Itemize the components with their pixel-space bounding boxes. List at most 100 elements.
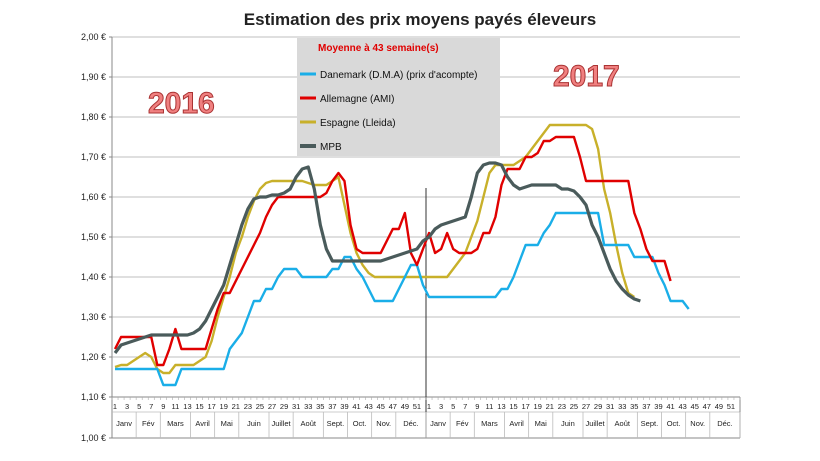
legend-items: Danemark (D.M.A) (prix d'acompte) Allemag… bbox=[300, 70, 478, 153]
month-label: Nov. bbox=[690, 419, 705, 428]
x-tick-label: 39 bbox=[654, 402, 662, 411]
x-tick-label: 47 bbox=[703, 402, 711, 411]
x-tick-label: 1 bbox=[427, 402, 431, 411]
month-label: Juillet bbox=[585, 419, 605, 428]
x-tick-label: 49 bbox=[715, 402, 723, 411]
x-tick-label: 11 bbox=[486, 402, 494, 411]
x-tick-label: 27 bbox=[582, 402, 590, 411]
month-label: Oct. bbox=[353, 419, 367, 428]
x-tick-label: 47 bbox=[389, 402, 397, 411]
x-tick-label: 37 bbox=[328, 402, 336, 411]
month-label: Juin bbox=[561, 419, 575, 428]
month-label: Juillet bbox=[271, 419, 291, 428]
y-tick-label: 1,90 € bbox=[81, 72, 106, 82]
series-line-3 bbox=[113, 161, 641, 354]
month-label: Avril bbox=[195, 419, 210, 428]
y-tick-label: 1,80 € bbox=[81, 112, 106, 122]
x-tick-label: 3 bbox=[125, 402, 129, 411]
x-tick-label: 11 bbox=[172, 402, 180, 411]
x-tick-label: 15 bbox=[509, 402, 517, 411]
x-tick-label: 9 bbox=[475, 402, 479, 411]
x-tick-label: 25 bbox=[256, 402, 264, 411]
x-tick-label: 5 bbox=[451, 402, 455, 411]
x-tick-label: 43 bbox=[364, 402, 372, 411]
x-tick-label: 39 bbox=[340, 402, 348, 411]
x-tick-label: 3 bbox=[439, 402, 443, 411]
year-label-2016: 2016 bbox=[148, 87, 215, 120]
x-tick-label: 17 bbox=[207, 402, 215, 411]
x-tick-label: 37 bbox=[642, 402, 650, 411]
month-label: Déc. bbox=[403, 419, 418, 428]
x-tick-label: 21 bbox=[546, 402, 554, 411]
legend-background bbox=[297, 38, 500, 156]
x-tick-label: 13 bbox=[183, 402, 191, 411]
month-label: Janv bbox=[116, 419, 132, 428]
x-tick-label: 23 bbox=[558, 402, 566, 411]
y-tick-label: 2,00 € bbox=[81, 32, 106, 42]
x-tick-label: 29 bbox=[280, 402, 288, 411]
x-tick-label: 41 bbox=[666, 402, 674, 411]
legend-label: Danemark (D.M.A) (prix d'acompte) bbox=[320, 70, 478, 81]
y-tick-label: 1,10 € bbox=[81, 392, 106, 402]
x-tick-label: 41 bbox=[352, 402, 360, 411]
legend-label: Allemagne (AMI) bbox=[320, 94, 394, 105]
x-tick-label: 27 bbox=[268, 402, 276, 411]
month-labels: Janv Fév Mars Avril Mai Juin Juillet Août Sept. O… bbox=[116, 412, 741, 438]
month-label: Fév bbox=[142, 419, 155, 428]
x-tick-label: 31 bbox=[292, 402, 300, 411]
legend-title: Moyenne à 43 semaine(s) bbox=[318, 43, 439, 54]
month-label: Oct. bbox=[667, 419, 681, 428]
x-tick-label: 35 bbox=[630, 402, 638, 411]
x-tick-label: 33 bbox=[618, 402, 626, 411]
y-tick-label: 1,20 € bbox=[81, 352, 106, 362]
year-label-2017: 2017 bbox=[553, 60, 620, 93]
x-tick-label: 1 bbox=[113, 402, 117, 411]
month-label: Avril bbox=[509, 419, 524, 428]
x-tick-label: 43 bbox=[678, 402, 686, 411]
x-tick-label: 7 bbox=[463, 402, 467, 411]
x-axis-ticks: 1 3 5 7 9 11 13 15 17 19 21 23 25 27 29 31 33 35 37 39 41 43 4… bbox=[111, 397, 741, 411]
x-tick-label: 33 bbox=[304, 402, 312, 411]
y-axis-ticks: 1,00 € 1,10 € 1,20 € 1,30 € 1,40 € 1,50 € 1,60… bbox=[81, 32, 112, 443]
y-tick-label: 1,60 € bbox=[81, 192, 106, 202]
legend-label: Espagne (Lleida) bbox=[320, 118, 396, 129]
x-tick-label: 19 bbox=[220, 402, 228, 411]
x-tick-label: 17 bbox=[521, 402, 529, 411]
month-label: Mai bbox=[221, 419, 233, 428]
series-lines bbox=[113, 123, 690, 387]
x-tick-label: 15 bbox=[195, 402, 203, 411]
x-tick-label: 49 bbox=[401, 402, 409, 411]
month-label: Mai bbox=[535, 419, 547, 428]
legend-label: MPB bbox=[320, 142, 342, 153]
x-tick-label: 51 bbox=[413, 402, 421, 411]
month-label: Fév bbox=[456, 419, 469, 428]
series-line-1 bbox=[113, 135, 672, 367]
month-label: Janv bbox=[430, 419, 446, 428]
y-tick-label: 1,50 € bbox=[81, 232, 106, 242]
month-label: Juin bbox=[247, 419, 261, 428]
y-tick-label: 1,30 € bbox=[81, 312, 106, 322]
y-tick-label: 1,00 € bbox=[81, 433, 106, 443]
legend: Moyenne à 43 semaine(s) bbox=[297, 38, 500, 156]
x-tick-label: 9 bbox=[161, 402, 165, 411]
x-tick-label: 45 bbox=[377, 402, 385, 411]
month-label: Août bbox=[615, 419, 631, 428]
month-label: Août bbox=[301, 419, 317, 428]
y-tick-label: 1,40 € bbox=[81, 272, 106, 282]
month-label: Sept. bbox=[327, 419, 345, 428]
month-label: Mars bbox=[167, 419, 184, 428]
month-label: Nov. bbox=[376, 419, 391, 428]
x-tick-label: 7 bbox=[149, 402, 153, 411]
y-tick-label: 1,70 € bbox=[81, 152, 106, 162]
x-tick-label: 23 bbox=[244, 402, 252, 411]
x-tick-label: 13 bbox=[497, 402, 505, 411]
x-tick-label: 5 bbox=[137, 402, 141, 411]
series-line-2 bbox=[114, 123, 635, 375]
x-tick-label: 31 bbox=[606, 402, 614, 411]
x-tick-label: 29 bbox=[594, 402, 602, 411]
x-tick-label: 21 bbox=[232, 402, 240, 411]
month-label: Mars bbox=[481, 419, 498, 428]
x-tick-label: 45 bbox=[691, 402, 699, 411]
x-tick-label: 19 bbox=[534, 402, 542, 411]
